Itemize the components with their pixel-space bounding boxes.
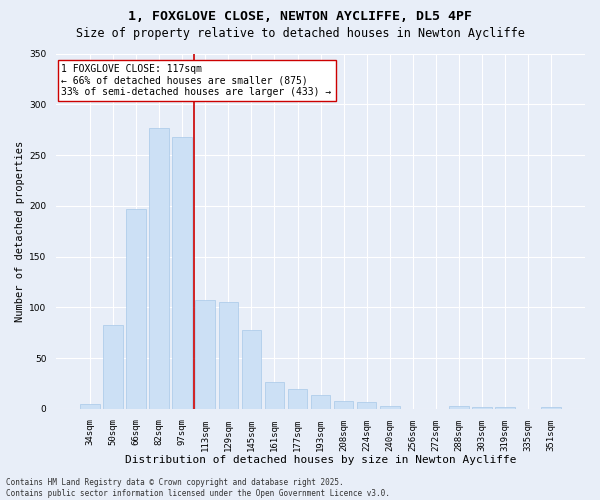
- Bar: [449, 406, 469, 409]
- Bar: [126, 209, 146, 409]
- Bar: [103, 324, 123, 409]
- Text: Contains HM Land Registry data © Crown copyright and database right 2025.
Contai: Contains HM Land Registry data © Crown c…: [6, 478, 390, 498]
- Bar: [334, 400, 353, 409]
- Bar: [288, 388, 307, 409]
- Bar: [80, 404, 100, 409]
- Bar: [357, 402, 376, 409]
- Bar: [472, 407, 492, 409]
- Bar: [541, 407, 561, 409]
- Text: 1, FOXGLOVE CLOSE, NEWTON AYCLIFFE, DL5 4PF: 1, FOXGLOVE CLOSE, NEWTON AYCLIFFE, DL5 …: [128, 10, 472, 23]
- Bar: [495, 407, 515, 409]
- Bar: [265, 382, 284, 409]
- Y-axis label: Number of detached properties: Number of detached properties: [15, 140, 25, 322]
- Text: 1 FOXGLOVE CLOSE: 117sqm
← 66% of detached houses are smaller (875)
33% of semi-: 1 FOXGLOVE CLOSE: 117sqm ← 66% of detach…: [61, 64, 332, 98]
- Text: Size of property relative to detached houses in Newton Aycliffe: Size of property relative to detached ho…: [76, 28, 524, 40]
- X-axis label: Distribution of detached houses by size in Newton Aycliffe: Distribution of detached houses by size …: [125, 455, 517, 465]
- Bar: [196, 300, 215, 409]
- Bar: [172, 137, 192, 409]
- Bar: [149, 128, 169, 409]
- Bar: [380, 406, 400, 409]
- Bar: [218, 302, 238, 409]
- Bar: [311, 394, 331, 409]
- Bar: [242, 330, 261, 409]
